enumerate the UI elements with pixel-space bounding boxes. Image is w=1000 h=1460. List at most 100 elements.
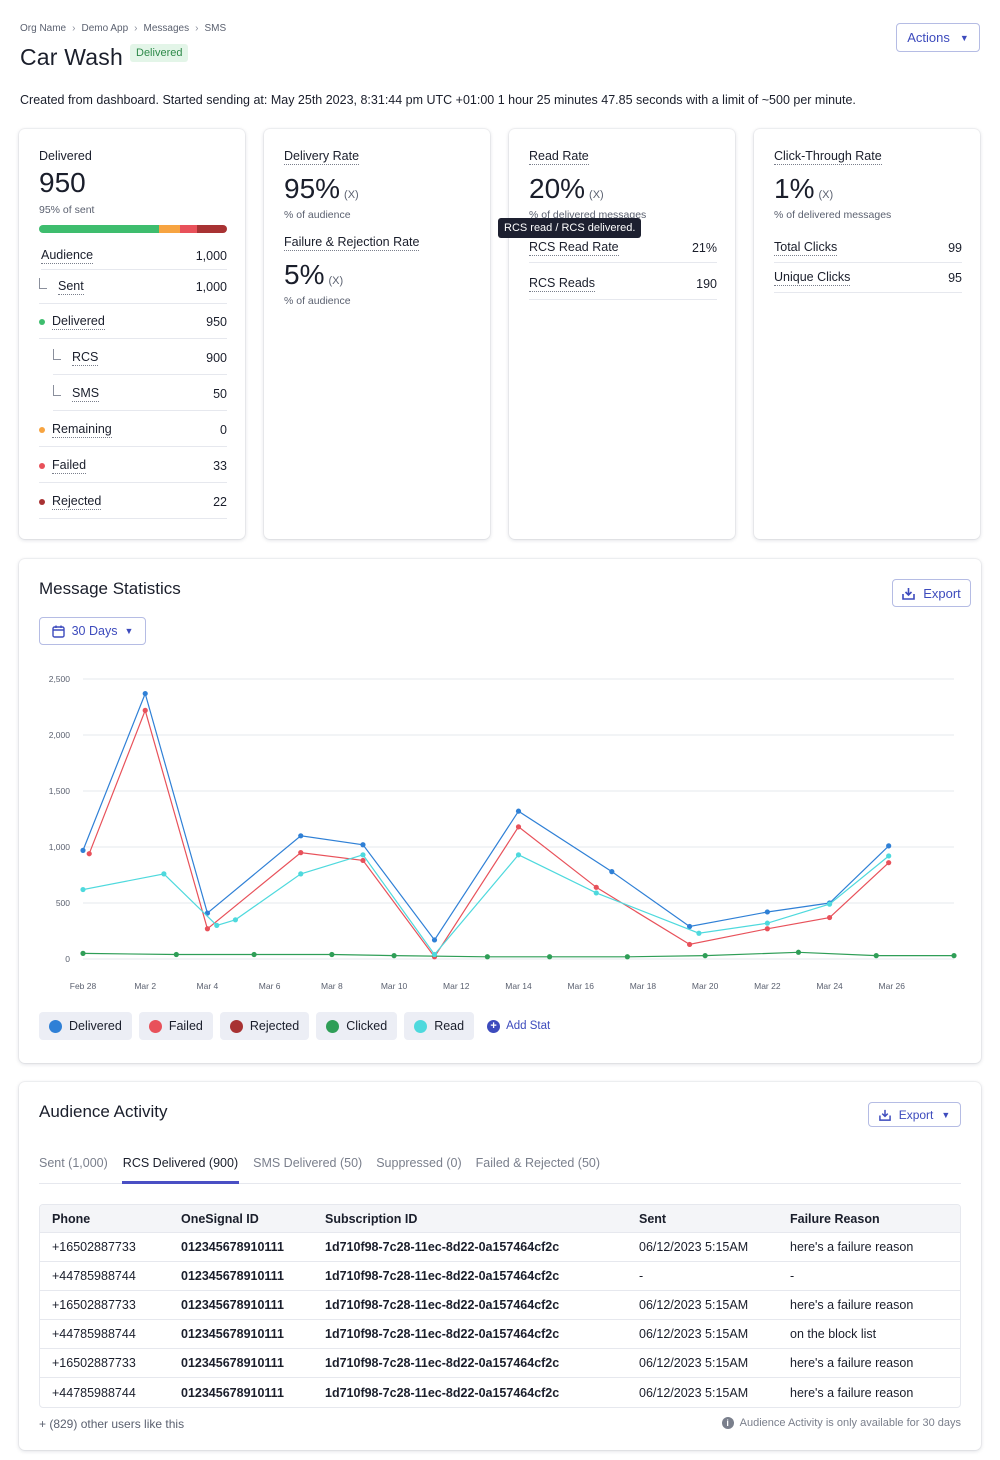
rejected-swatch-icon (229, 1019, 243, 1033)
range-dropdown[interactable]: 30 Days ▼ (39, 617, 146, 645)
data-point-read (696, 930, 702, 936)
row-value: 950 (206, 314, 227, 329)
x-tick-label: Feb 28 (70, 981, 97, 991)
data-point-read (593, 890, 599, 896)
legend-clicked[interactable]: Clicked (316, 1012, 398, 1040)
failure-rate-label[interactable]: Failure & Rejection Rate (284, 235, 420, 251)
row-label[interactable]: Remaining (52, 421, 112, 438)
row-label[interactable]: RCS (72, 349, 99, 366)
row-label[interactable]: Delivered (52, 313, 105, 330)
failure-reason-cell: here's a failure reason (790, 1356, 914, 1370)
column-header: Subscription ID (325, 1211, 418, 1226)
row-value: 22 (213, 494, 227, 509)
breadcrumb-item-messages[interactable]: Messages (143, 23, 190, 34)
read-rate-tooltip: RCS read / RCS delivered. (498, 218, 642, 238)
info-icon: i (721, 1417, 734, 1429)
row-label[interactable]: Rejected (52, 493, 102, 510)
add-stat-button[interactable]: + Add Stat (487, 1019, 551, 1033)
tab-failed-rejected[interactable]: Failed & Rejected (50) (475, 1156, 601, 1170)
tab-rcs-delivered[interactable]: RCS Delivered (900) (121, 1154, 240, 1184)
row-audience: Audience 1,000 (41, 242, 227, 270)
series-line-failed (88, 708, 890, 958)
failure-reason-cell: here's a failure reason (790, 1298, 914, 1312)
row-total-clicks: Total Clicks 99 (774, 233, 962, 263)
row-rcs-read-rate: RCS Read Rate 21% (529, 233, 717, 263)
table-row[interactable]: +44785988744 012345678910111 1d710f98-7c… (40, 1262, 960, 1291)
chevron-right-icon: › (72, 23, 76, 34)
availability-note: i Audience Activity is only available fo… (721, 1417, 961, 1429)
failure-rate-value: 5% (X) (284, 259, 343, 291)
read-rate-tag: (X) (589, 189, 604, 201)
data-point-clicked (251, 951, 257, 958)
legend-read[interactable]: Read (404, 1012, 475, 1040)
status-badge: Delivered (130, 44, 189, 62)
ctr-label[interactable]: Click-Through Rate (774, 149, 882, 165)
tab-sms-delivered[interactable]: SMS Delivered (50) (253, 1156, 363, 1170)
table-row[interactable]: +44785988744 012345678910111 1d710f98-7c… (40, 1378, 960, 1407)
range-label: 30 Days (71, 624, 118, 638)
onesignal-id-cell: 012345678910111 (181, 1385, 284, 1400)
more-users-link[interactable]: + (829) other users like this (39, 1417, 185, 1431)
export-dropdown-button[interactable]: Export ▼ (868, 1102, 961, 1127)
legend-rejected[interactable]: Rejected (219, 1012, 310, 1040)
delivery-rate-label[interactable]: Delivery Rate (284, 149, 360, 165)
audience-table: Phone OneSignal ID Subscription ID Sent … (39, 1204, 961, 1408)
sent-cell: 06/12/2023 5:15AM (639, 1356, 749, 1370)
data-point-delivered (515, 808, 522, 814)
table-row[interactable]: +16502887733 012345678910111 1d710f98-7c… (40, 1349, 960, 1378)
y-tick-label: 1,000 (49, 842, 71, 852)
phone-cell: +44785988744 (52, 1327, 136, 1341)
data-point-clicked (702, 953, 708, 959)
x-tick-label: Mar 26 (879, 981, 906, 991)
subscription-id-cell: 1d710f98-7c28-11ec-8d22-0a157464cf2c (325, 1298, 560, 1312)
failure-reason-cell: here's a failure reason (790, 1385, 914, 1400)
x-tick-label: Mar 4 (197, 981, 219, 991)
section-title: Message Statistics (39, 579, 181, 598)
row-label[interactable]: Total Clicks (774, 239, 838, 256)
tab-suppressed[interactable]: Suppressed (0) (376, 1156, 462, 1170)
data-point-clicked (484, 954, 490, 960)
row-value: 33 (213, 458, 227, 473)
row-sent: Sent 1,000 (39, 270, 227, 304)
export-label: Export (923, 585, 961, 601)
row-label[interactable]: Sent (58, 278, 84, 295)
row-label[interactable]: RCS Read Rate (529, 239, 619, 256)
data-point-delivered (686, 923, 693, 930)
sent-cell: - (639, 1269, 644, 1283)
x-tick-label: Mar 6 (259, 981, 281, 991)
read-rate-label[interactable]: Read Rate (529, 149, 589, 165)
actions-button[interactable]: Actions ▼ (896, 23, 980, 52)
row-label[interactable]: Unique Clicks (774, 269, 851, 286)
delivery-rate-number: 95% (284, 173, 341, 204)
row-label[interactable]: Audience (41, 247, 94, 264)
table-row[interactable]: +16502887733 012345678910111 1d710f98-7c… (40, 1233, 960, 1262)
legend-delivered[interactable]: Delivered (39, 1012, 132, 1040)
row-label[interactable]: RCS Reads (529, 275, 595, 292)
x-tick-label: Mar 22 (754, 981, 781, 991)
x-tick-label: Mar 8 (321, 981, 343, 991)
table-row[interactable]: +16502887733 012345678910111 1d710f98-7c… (40, 1291, 960, 1320)
breadcrumb-item-org[interactable]: Org Name (20, 23, 67, 34)
ctr-sub: % of delivered messages (774, 209, 892, 221)
legend-label: Read (434, 1019, 465, 1033)
data-point-read (214, 922, 220, 928)
breadcrumb-item-app[interactable]: Demo App (81, 23, 129, 34)
add-stat-label: Add Stat (506, 1020, 551, 1032)
delivered-swatch-icon (49, 1019, 62, 1033)
table-row[interactable]: +44785988744 012345678910111 1d710f98-7c… (40, 1320, 960, 1349)
export-button[interactable]: Export (892, 579, 971, 607)
progress-segment-failed (179, 225, 197, 233)
row-value: 21% (691, 240, 717, 255)
data-point-clicked (547, 954, 553, 960)
data-point-read (232, 917, 239, 923)
legend-label: Clicked (346, 1019, 388, 1033)
row-label[interactable]: Failed (52, 457, 87, 474)
tab-sent[interactable]: Sent (1,000) (39, 1156, 108, 1170)
legend-label: Failed (168, 1019, 203, 1033)
legend-label: Rejected (249, 1019, 300, 1033)
column-header: OneSignal ID (181, 1211, 259, 1226)
legend-failed[interactable]: Failed (138, 1012, 213, 1040)
y-tick-label: 2,000 (49, 730, 71, 740)
row-label[interactable]: SMS (72, 385, 100, 402)
x-tick-label: Mar 20 (692, 981, 719, 991)
